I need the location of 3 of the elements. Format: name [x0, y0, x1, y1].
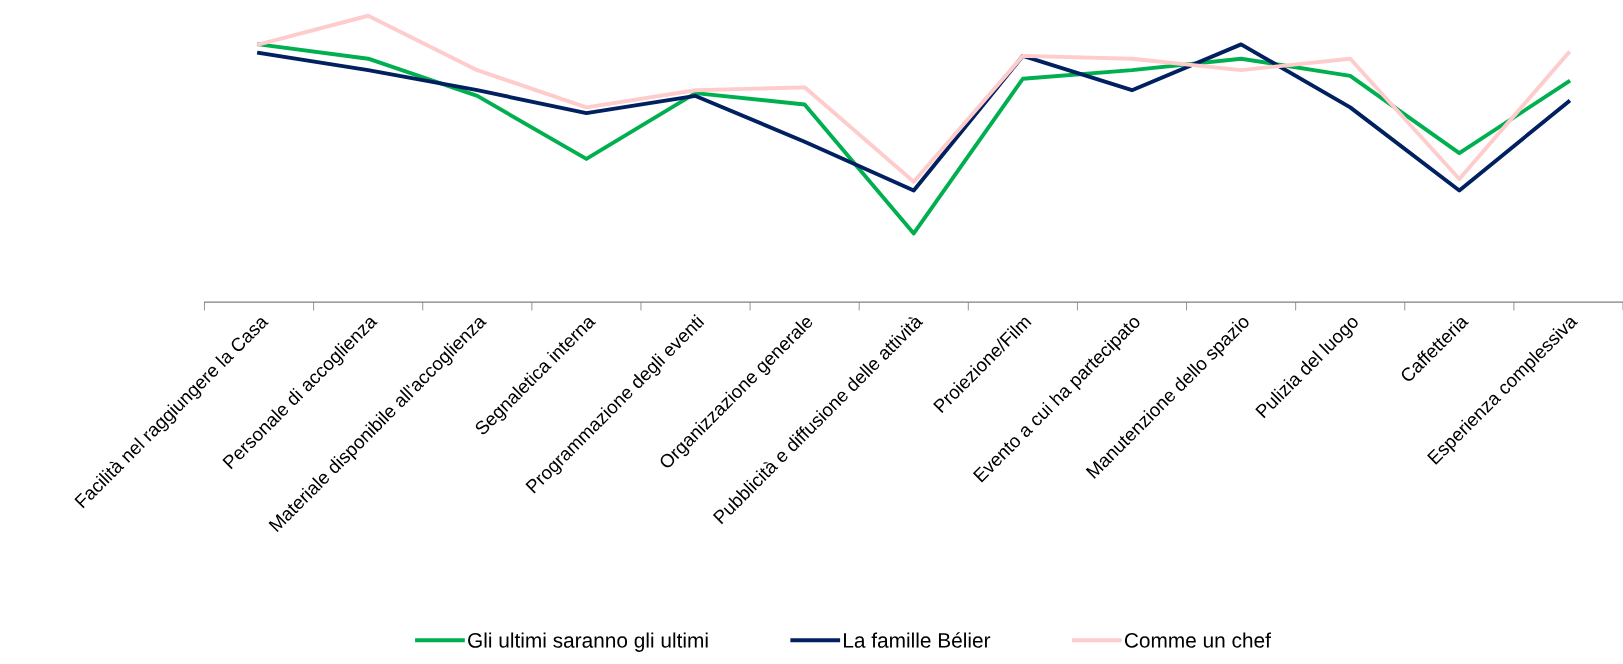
legend-label: Gli ultimi saranno gli ultimi	[468, 632, 708, 652]
legend-label: Comme un chef	[1124, 632, 1271, 648]
legend-label: La famille Bélier	[844, 632, 991, 648]
